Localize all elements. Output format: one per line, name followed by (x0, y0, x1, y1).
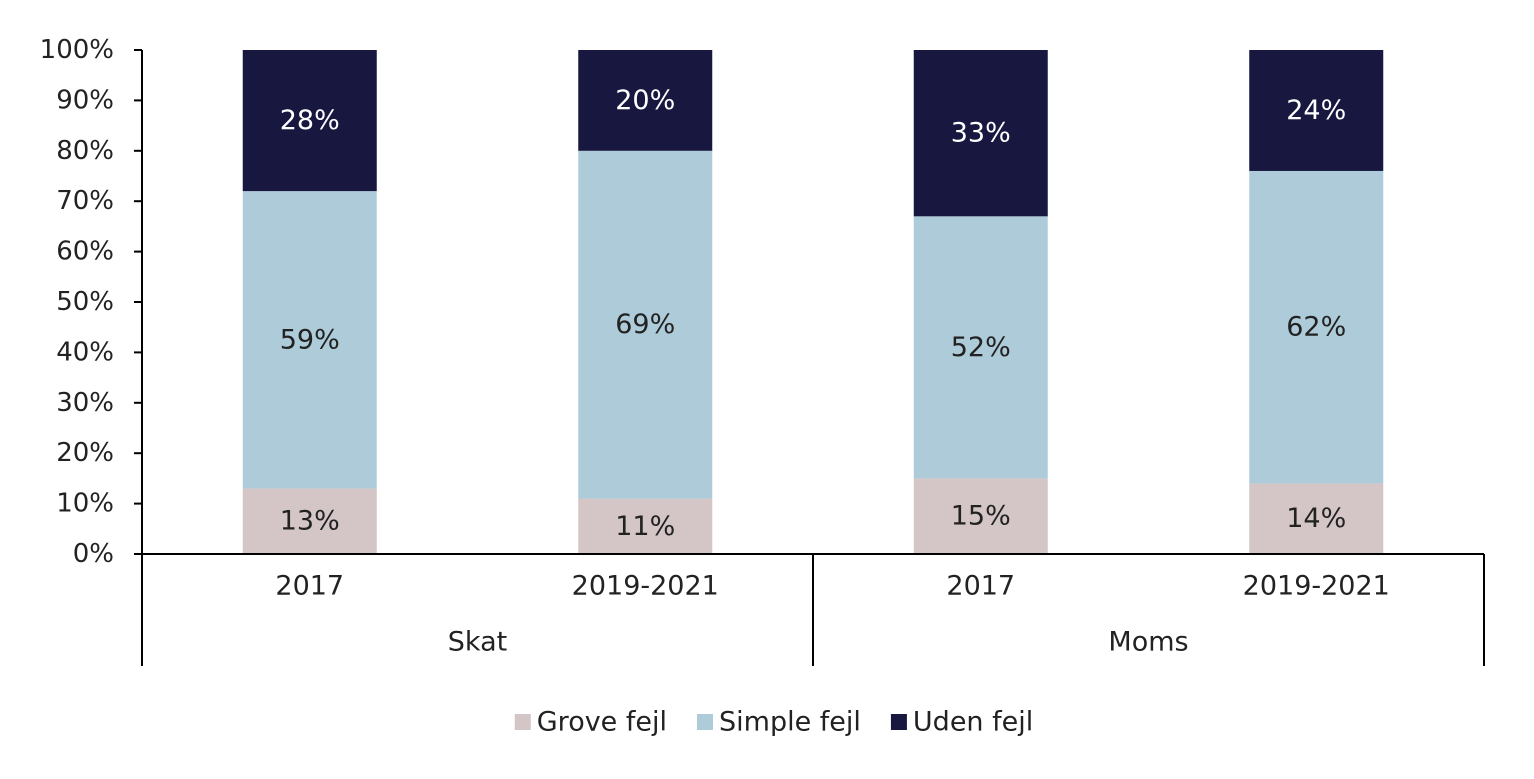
bars: 13% 59% 28% 11% 69% 20% 15% 52% 33% 14% 62% 24% (242, 50, 1384, 554)
y-axis: 0% 10% 20% 30% 40% 50% 60% 70% 80% 90% 100% (40, 35, 143, 569)
data-label: 52% (951, 332, 1011, 363)
data-label: 14% (1286, 503, 1346, 534)
x-axis: 2017 2019-2021 2017 2019-2021 Skat Moms (141, 553, 1485, 666)
y-tick-label: 40% (56, 337, 114, 367)
x-category-label: 2019-2021 (1243, 571, 1390, 602)
legend-swatch (514, 714, 531, 730)
legend-label: Uden fejl (913, 707, 1033, 738)
legend-item: Grove fejl (514, 707, 667, 738)
x-category-label: 2017 (946, 571, 1015, 602)
data-label: 33% (951, 118, 1011, 149)
legend-label: Simple fejl (719, 707, 861, 738)
y-tick-label: 90% (56, 85, 114, 115)
legend-item: Simple fejl (697, 707, 861, 738)
data-label: 11% (615, 511, 675, 542)
x-group-label: Skat (448, 627, 507, 658)
y-tick-label: 20% (56, 438, 114, 468)
legend-label: Grove fejl (537, 707, 667, 738)
y-tick-label: 0% (73, 539, 114, 569)
y-tick-label: 80% (56, 136, 114, 166)
bar-segment (913, 478, 1048, 554)
bar-segment (578, 150, 713, 499)
y-tick-label: 10% (56, 489, 114, 519)
data-label: 62% (1286, 312, 1346, 343)
bar-segment (578, 498, 713, 554)
bar-segment (242, 191, 377, 489)
data-label: 13% (280, 506, 340, 537)
legend-swatch (890, 714, 907, 730)
bar-segment (1249, 50, 1384, 171)
legend-swatch (697, 714, 714, 730)
bar-segment (1249, 170, 1384, 484)
x-group-label: Moms (1108, 627, 1188, 658)
y-tick-label: 100% (40, 35, 114, 65)
x-category-label: 2017 (275, 571, 344, 602)
bar-segment (242, 50, 377, 192)
bar-segment (578, 50, 713, 151)
data-label: 24% (1286, 95, 1346, 126)
bar-segment (1249, 483, 1384, 554)
bar-segment (913, 216, 1048, 479)
data-label: 69% (615, 309, 675, 340)
x-category-label: 2019-2021 (572, 571, 719, 602)
bar-segment (913, 50, 1048, 217)
legend: Grove fejl Simple fejl Uden fejl (514, 707, 1033, 738)
data-label: 28% (280, 105, 340, 136)
y-tick-label: 70% (56, 186, 114, 216)
legend-item: Uden fejl (890, 707, 1033, 738)
bar-segment (242, 488, 377, 554)
y-tick-label: 50% (56, 287, 114, 317)
data-label: 15% (951, 501, 1011, 532)
y-tick-label: 30% (56, 388, 114, 418)
data-label: 20% (615, 85, 675, 116)
data-label: 59% (280, 324, 340, 355)
y-tick-label: 60% (56, 237, 114, 267)
